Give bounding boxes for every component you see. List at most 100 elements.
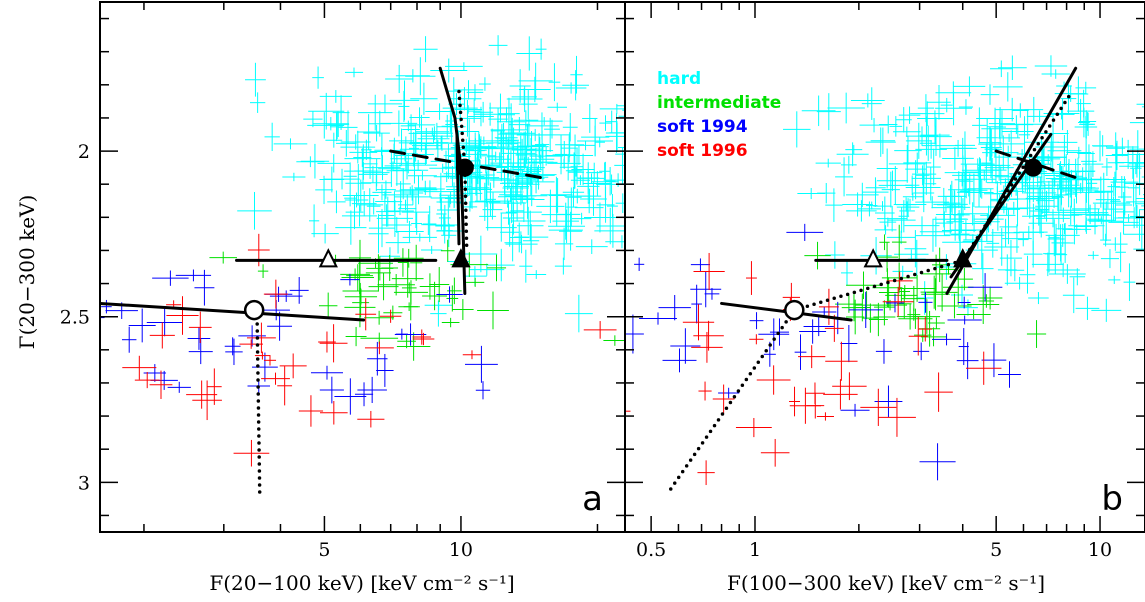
- data-point-soft-1994: [749, 312, 764, 330]
- data-point-soft-1996: [746, 261, 757, 295]
- data-point-hard: [480, 171, 492, 208]
- data-point-soft-1994: [690, 258, 711, 271]
- data-point-soft-1996: [134, 371, 160, 389]
- data-point-intermediate: [901, 285, 927, 312]
- data-point-hard: [430, 58, 468, 83]
- data-point-hard: [980, 84, 1000, 105]
- data-point-hard: [599, 115, 612, 131]
- data-point-soft-1996: [58, 374, 90, 412]
- data-point-hard: [565, 187, 578, 227]
- data-point-hard: [1046, 262, 1080, 278]
- data-point-hard: [1057, 159, 1081, 170]
- data-point-hard: [577, 125, 613, 157]
- data-point-hard: [999, 239, 1023, 277]
- data-point-soft-1994: [799, 319, 827, 344]
- data-point-hard: [980, 129, 1002, 166]
- data-point-hard: [317, 154, 351, 173]
- data-point-hard: [415, 180, 445, 198]
- data-point-intermediate: [879, 234, 890, 251]
- data-point-hard: [582, 171, 613, 196]
- data-point-hard: [981, 146, 1011, 184]
- x-axis-title-b: F(100−300 keV) [keV cm⁻² s⁻¹]: [727, 571, 1045, 595]
- data-point-hard: [1036, 209, 1070, 228]
- data-point-hard: [545, 145, 578, 166]
- data-point-hard: [840, 155, 857, 174]
- data-point-soft-1996: [26, 380, 50, 391]
- data-point-soft-1994: [874, 385, 903, 418]
- data-point-hard: [1141, 205, 1145, 207]
- data-point-soft-1994: [490, 392, 517, 429]
- data-point-hard: [845, 182, 879, 208]
- data-point-intermediate: [257, 264, 269, 278]
- data-point-hard: [1059, 198, 1089, 222]
- data-point-hard: [1076, 89, 1091, 118]
- data-point-hard: [953, 76, 986, 97]
- data-point-hard: [1087, 251, 1099, 260]
- data-point-hard: [548, 209, 586, 244]
- data-point-hard: [574, 202, 604, 214]
- data-point-hard: [363, 124, 390, 142]
- data-point-hard: [917, 110, 953, 127]
- data-point-soft-1994: [885, 293, 905, 313]
- data-point-hard: [554, 257, 572, 275]
- data-point-hard: [575, 239, 608, 255]
- data-point-hard: [1001, 125, 1034, 139]
- data-point-intermediate: [891, 224, 907, 260]
- data-point-soft-1996: [298, 395, 324, 427]
- data-point-hard: [592, 161, 619, 202]
- data-point-hard: [362, 148, 378, 179]
- data-point-hard: [500, 217, 520, 247]
- data-point-intermediate: [383, 305, 403, 320]
- data-point-hard: [513, 110, 539, 131]
- data-point-hard: [518, 89, 538, 120]
- data-point-hard: [522, 119, 536, 148]
- data-point-soft-1994: [128, 308, 156, 343]
- data-point-hard: [1095, 190, 1120, 209]
- data-point-hard: [245, 62, 266, 97]
- data-point-hard: [1010, 109, 1046, 139]
- data-point-hard: [309, 204, 320, 238]
- data-point-soft-1994: [436, 286, 463, 303]
- data-point-soft-1994: [167, 381, 191, 393]
- data-point-hard: [981, 143, 992, 183]
- data-point-soft-1996: [698, 381, 712, 401]
- marker-open-circle: [243, 299, 265, 321]
- data-point-hard: [599, 162, 611, 181]
- data-point-soft-1994: [251, 352, 278, 382]
- data-point-soft-1994: [670, 328, 701, 364]
- x-tick-label: 5: [990, 539, 1002, 561]
- data-point-hard: [264, 122, 280, 152]
- data-point-hard: [315, 175, 333, 205]
- data-point-hard: [904, 175, 920, 195]
- data-point-hard: [618, 115, 625, 117]
- data-point-hard: [1104, 196, 1123, 222]
- data-point-hard: [915, 140, 947, 159]
- data-point-hard: [1079, 112, 1097, 131]
- data-point-soft-1994: [931, 333, 962, 346]
- data-point-hard: [920, 117, 952, 156]
- data-point-hard: [889, 116, 903, 137]
- data-point-soft-1996: [569, 318, 599, 327]
- data-point-hard: [998, 133, 1021, 143]
- data-point-intermediate: [446, 285, 459, 312]
- data-point-hard: [991, 218, 1020, 247]
- data-point-hard: [415, 126, 453, 141]
- data-point-hard: [1106, 132, 1126, 165]
- data-point-soft-1996: [789, 386, 801, 417]
- data-point-hard: [498, 138, 518, 149]
- data-point-hard: [916, 281, 934, 315]
- data-point-hard: [525, 117, 563, 126]
- data-point-hard: [875, 196, 895, 230]
- data-point-hard: [559, 211, 583, 251]
- data-point-soft-1994: [913, 342, 930, 361]
- data-point-hard: [565, 152, 583, 190]
- data-point-hard: [468, 106, 494, 127]
- data-point-intermediate: [346, 257, 374, 294]
- data-point-soft-1996: [712, 384, 735, 414]
- data-point-intermediate: [345, 326, 367, 347]
- data-point-intermediate: [452, 299, 474, 320]
- data-point-hard: [409, 107, 430, 128]
- data-point-hard: [399, 132, 428, 167]
- data-point-hard: [817, 183, 836, 204]
